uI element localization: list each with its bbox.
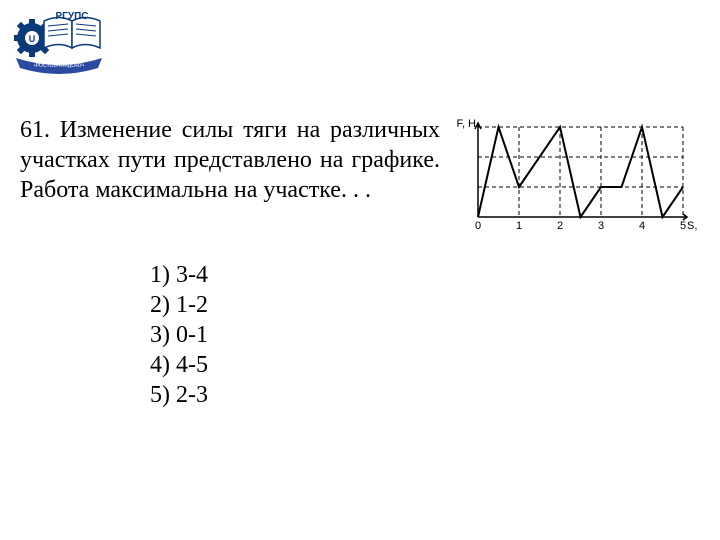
force-distance-chart: 0 1 2 3 4 5 F, H S, км [450,115,700,235]
question-body: Изменение силы тяги на различных участка… [20,117,440,203]
ribbon-icon: •РОСТОВ•НА•ДОНУ• [16,58,102,74]
svg-text:2: 2 [557,220,563,232]
svg-text:4: 4 [639,220,645,232]
svg-text:U: U [29,34,36,44]
svg-text:5: 5 [680,220,686,232]
svg-text:0: 0 [475,220,481,232]
svg-text:F, H: F, H [456,118,476,130]
answer-option: 4) 4-5 [150,350,208,380]
answer-option: 1) 3-4 [150,260,208,290]
book-icon [44,18,100,49]
question-text: 61. Изменение силы тяги на различных уча… [20,115,440,205]
answer-option: 5) 2-3 [150,380,208,410]
page: U РГУПС •РОСТОВ•НА•ДОНУ• 61. Изменение с… [0,0,720,540]
question-number: 61. [20,117,50,143]
answer-list: 1) 3-4 2) 1-2 3) 0-1 4) 4-5 5) 2-3 [150,260,208,410]
logo-text: РГУПС [56,11,89,22]
svg-text:1: 1 [516,220,522,232]
answer-option: 3) 0-1 [150,320,208,350]
svg-text:3: 3 [598,220,604,232]
answer-option: 2) 1-2 [150,290,208,320]
svg-text:S, км: S, км [687,220,700,232]
university-logo: U РГУПС •РОСТОВ•НА•ДОНУ• [14,8,104,78]
ribbon-text: •РОСТОВ•НА•ДОНУ• [34,63,85,69]
